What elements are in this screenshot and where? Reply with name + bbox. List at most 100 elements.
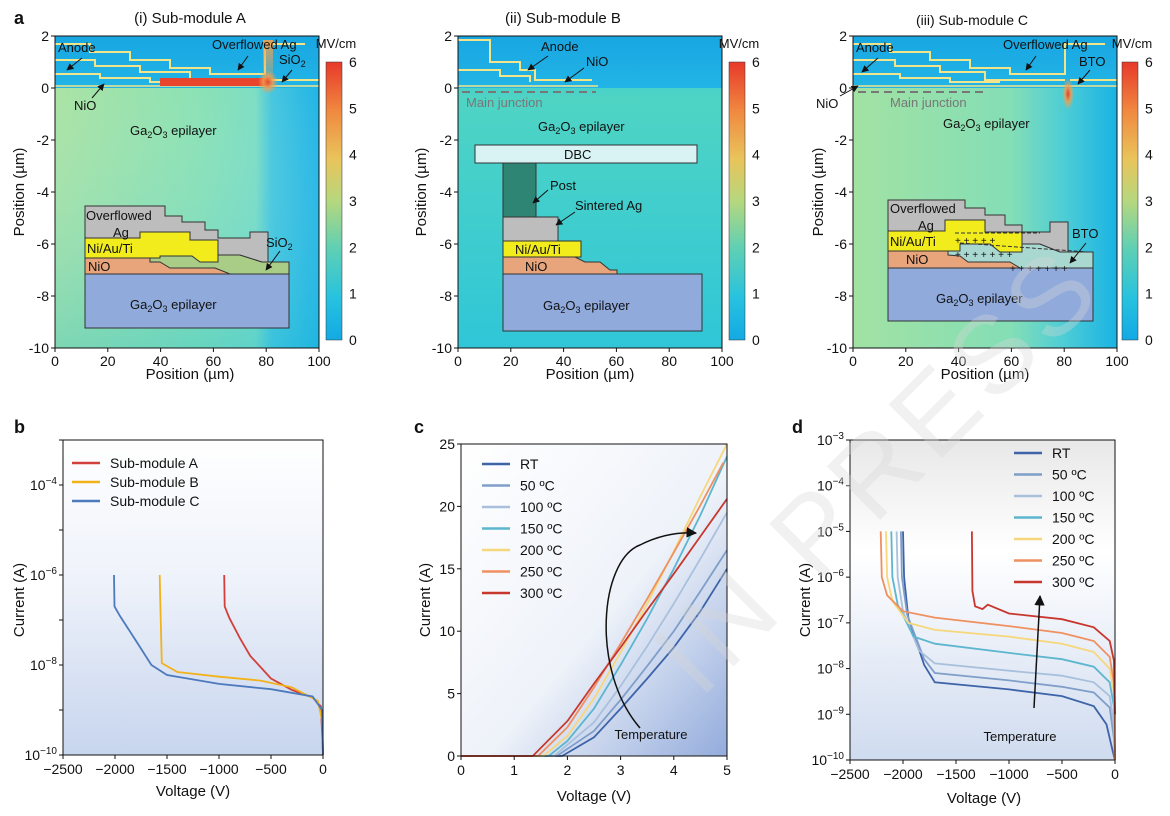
colorbar-tick-label: 5	[1145, 100, 1153, 116]
colorbar-tick-label: 5	[349, 100, 357, 116]
y-tick-label: -8	[835, 288, 848, 304]
x-tick-label: −1000	[199, 761, 239, 777]
colorbar-tick-label: 6	[1145, 54, 1153, 70]
inset-label-post: Post	[550, 178, 576, 193]
x-tick-label: 80	[1056, 353, 1072, 369]
legend-label-50-c: 50 ºC	[520, 478, 555, 494]
x-tick-label: −2000	[95, 761, 135, 777]
svg-text:+ + + + + + +: + + + + + + +	[1010, 264, 1068, 275]
colorbar-tick-label: 4	[349, 147, 357, 163]
heatmap-sub-module-b: (ii) Sub-module B Anode NiO Main junctio…	[413, 10, 734, 383]
x-tick-label: 0	[1111, 766, 1119, 782]
x-tick-label: −2500	[830, 766, 870, 782]
y-tick-label: 0	[41, 80, 49, 96]
y-axis-label-bchart: Current (A)	[11, 563, 28, 637]
colorbar-tick-label: 2	[752, 239, 760, 255]
inset-label-ag: Ag	[113, 225, 129, 240]
colorbar-tick-label: 3	[752, 193, 760, 209]
y-tick-label: -10	[29, 340, 49, 356]
colorbar-unit: MV/cm	[316, 36, 356, 51]
annotation-bto-c: BTO	[1079, 54, 1106, 69]
x-tick-label: −1500	[147, 761, 187, 777]
x-tick-label: 100	[1105, 353, 1129, 369]
svg-text:+ + + + + + +: + + + + + + +	[955, 250, 1013, 261]
y-tick-label: 10−9	[817, 705, 844, 722]
inset-label-nio: NiO	[88, 259, 110, 274]
series-line-200-c	[885, 531, 1116, 761]
y-tick-label: -6	[835, 236, 848, 252]
y-tick-label: -2	[835, 132, 848, 148]
series-line-rt	[461, 568, 728, 757]
temperature-arrow-d	[1033, 594, 1045, 709]
inset-label-bto-c: BTO	[1072, 226, 1099, 241]
inset-label-sio2: SiO2	[266, 235, 293, 252]
y-tick-label: -6	[37, 236, 50, 252]
series-line-250-c	[879, 531, 1116, 761]
legend-label-300-c: 300 ºC	[1052, 574, 1094, 590]
y-tick-label: -2	[37, 132, 50, 148]
annotation-nio: NiO	[74, 98, 96, 113]
series-line-200-c	[461, 443, 728, 757]
x-axis-label-dchart: Voltage (V)	[947, 790, 1021, 807]
x-tick-label: −1500	[936, 766, 976, 782]
x-axis-label-b: Position (µm)	[546, 366, 635, 383]
x-tick-label: 100	[710, 353, 734, 369]
annotation-epilayer-b: Ga2O3 epilayer	[538, 119, 625, 136]
y-tick-label: -6	[440, 236, 453, 252]
annotation-main-junction-c: Main junction	[890, 95, 967, 110]
annotation-anode-b: Anode	[541, 39, 579, 54]
colorbar-tick-label: 4	[752, 147, 760, 163]
heatmap-sub-module-a: (i) Sub-module A Anode Overflowed Ag SiO…	[11, 10, 331, 383]
legend-label-300-c: 300 ºC	[520, 585, 562, 601]
inset-label-dbc: DBC	[564, 147, 591, 162]
x-tick-label: 1	[510, 762, 518, 778]
x-tick-label: 100	[307, 353, 331, 369]
svg-text:+ + + + +: + + + + +	[955, 236, 995, 247]
annotation-temperature-c: Temperature	[615, 727, 688, 742]
y-tick-label: 25	[439, 436, 455, 452]
y-tick-label: 10	[439, 623, 455, 639]
x-tick-label: 5	[723, 762, 731, 778]
x-tick-label: −500	[1046, 766, 1078, 782]
inset-label-epilayer: Ga2O3 epilayer	[130, 297, 217, 314]
legend-label-250-c: 250 ºC	[520, 564, 562, 580]
temperature-arrow-c	[605, 527, 698, 729]
x-tick-label: 3	[617, 762, 625, 778]
series-line-300-c	[461, 498, 728, 757]
heatmap-title-a: (i) Sub-module A	[134, 10, 246, 27]
y-tick-label: 10−6	[30, 566, 57, 583]
x-tick-label: 20	[100, 353, 116, 369]
legend-label-sub-module-a: Sub-module A	[110, 455, 199, 471]
colorbar-tick-label: 4	[1145, 147, 1153, 163]
inset-label-epilayer-c: Ga2O3 epilayer	[936, 291, 1023, 308]
y-tick-label: 0	[444, 80, 452, 96]
panel-letter-d: d	[792, 417, 803, 437]
colorbar-tick-label: 3	[349, 193, 357, 209]
y-tick-label: -4	[440, 184, 453, 200]
y-tick-label: 15	[439, 561, 455, 577]
x-axis-label-cchart: Voltage (V)	[557, 788, 631, 805]
colorbar-a: MV/cm 6 5 4 3 2 1 0	[316, 36, 357, 348]
x-tick-label: 60	[206, 353, 222, 369]
series-line-250-c	[461, 462, 725, 757]
inset-label-nio-c: NiO	[906, 252, 928, 267]
x-tick-label: 60	[609, 353, 625, 369]
legend-label-sub-module-b: Sub-module B	[110, 474, 199, 490]
colorbar-c: MV/cm 6 5 4 3 2 1 0	[1112, 36, 1153, 348]
y-tick-label: -8	[37, 288, 50, 304]
inset-label-ni-au-ti-c: Ni/Au/Ti	[890, 234, 936, 249]
x-tick-label: 0	[454, 353, 462, 369]
y-tick-label: -10	[827, 340, 847, 356]
x-tick-label: 80	[661, 353, 677, 369]
annotation-overflowed-ag-c: Overflowed Ag	[1003, 37, 1088, 52]
inset-label-ag-c: Ag	[918, 218, 934, 233]
inset-label-overflowed-c: Overflowed	[890, 201, 956, 216]
colorbar-tick-label: 0	[349, 332, 357, 348]
colorbar-tick-label: 1	[349, 286, 357, 302]
annotation-epilayer: Ga2O3 epilayer	[130, 123, 217, 140]
inset-label-sintered-ag: Sintered Ag	[575, 198, 642, 213]
colorbar-tick-label: 5	[752, 100, 760, 116]
inset-label-ni-au-ti: Ni/Au/Ti	[87, 241, 133, 256]
x-tick-label: 40	[951, 353, 967, 369]
series-line-sub-module-b	[158, 574, 324, 756]
